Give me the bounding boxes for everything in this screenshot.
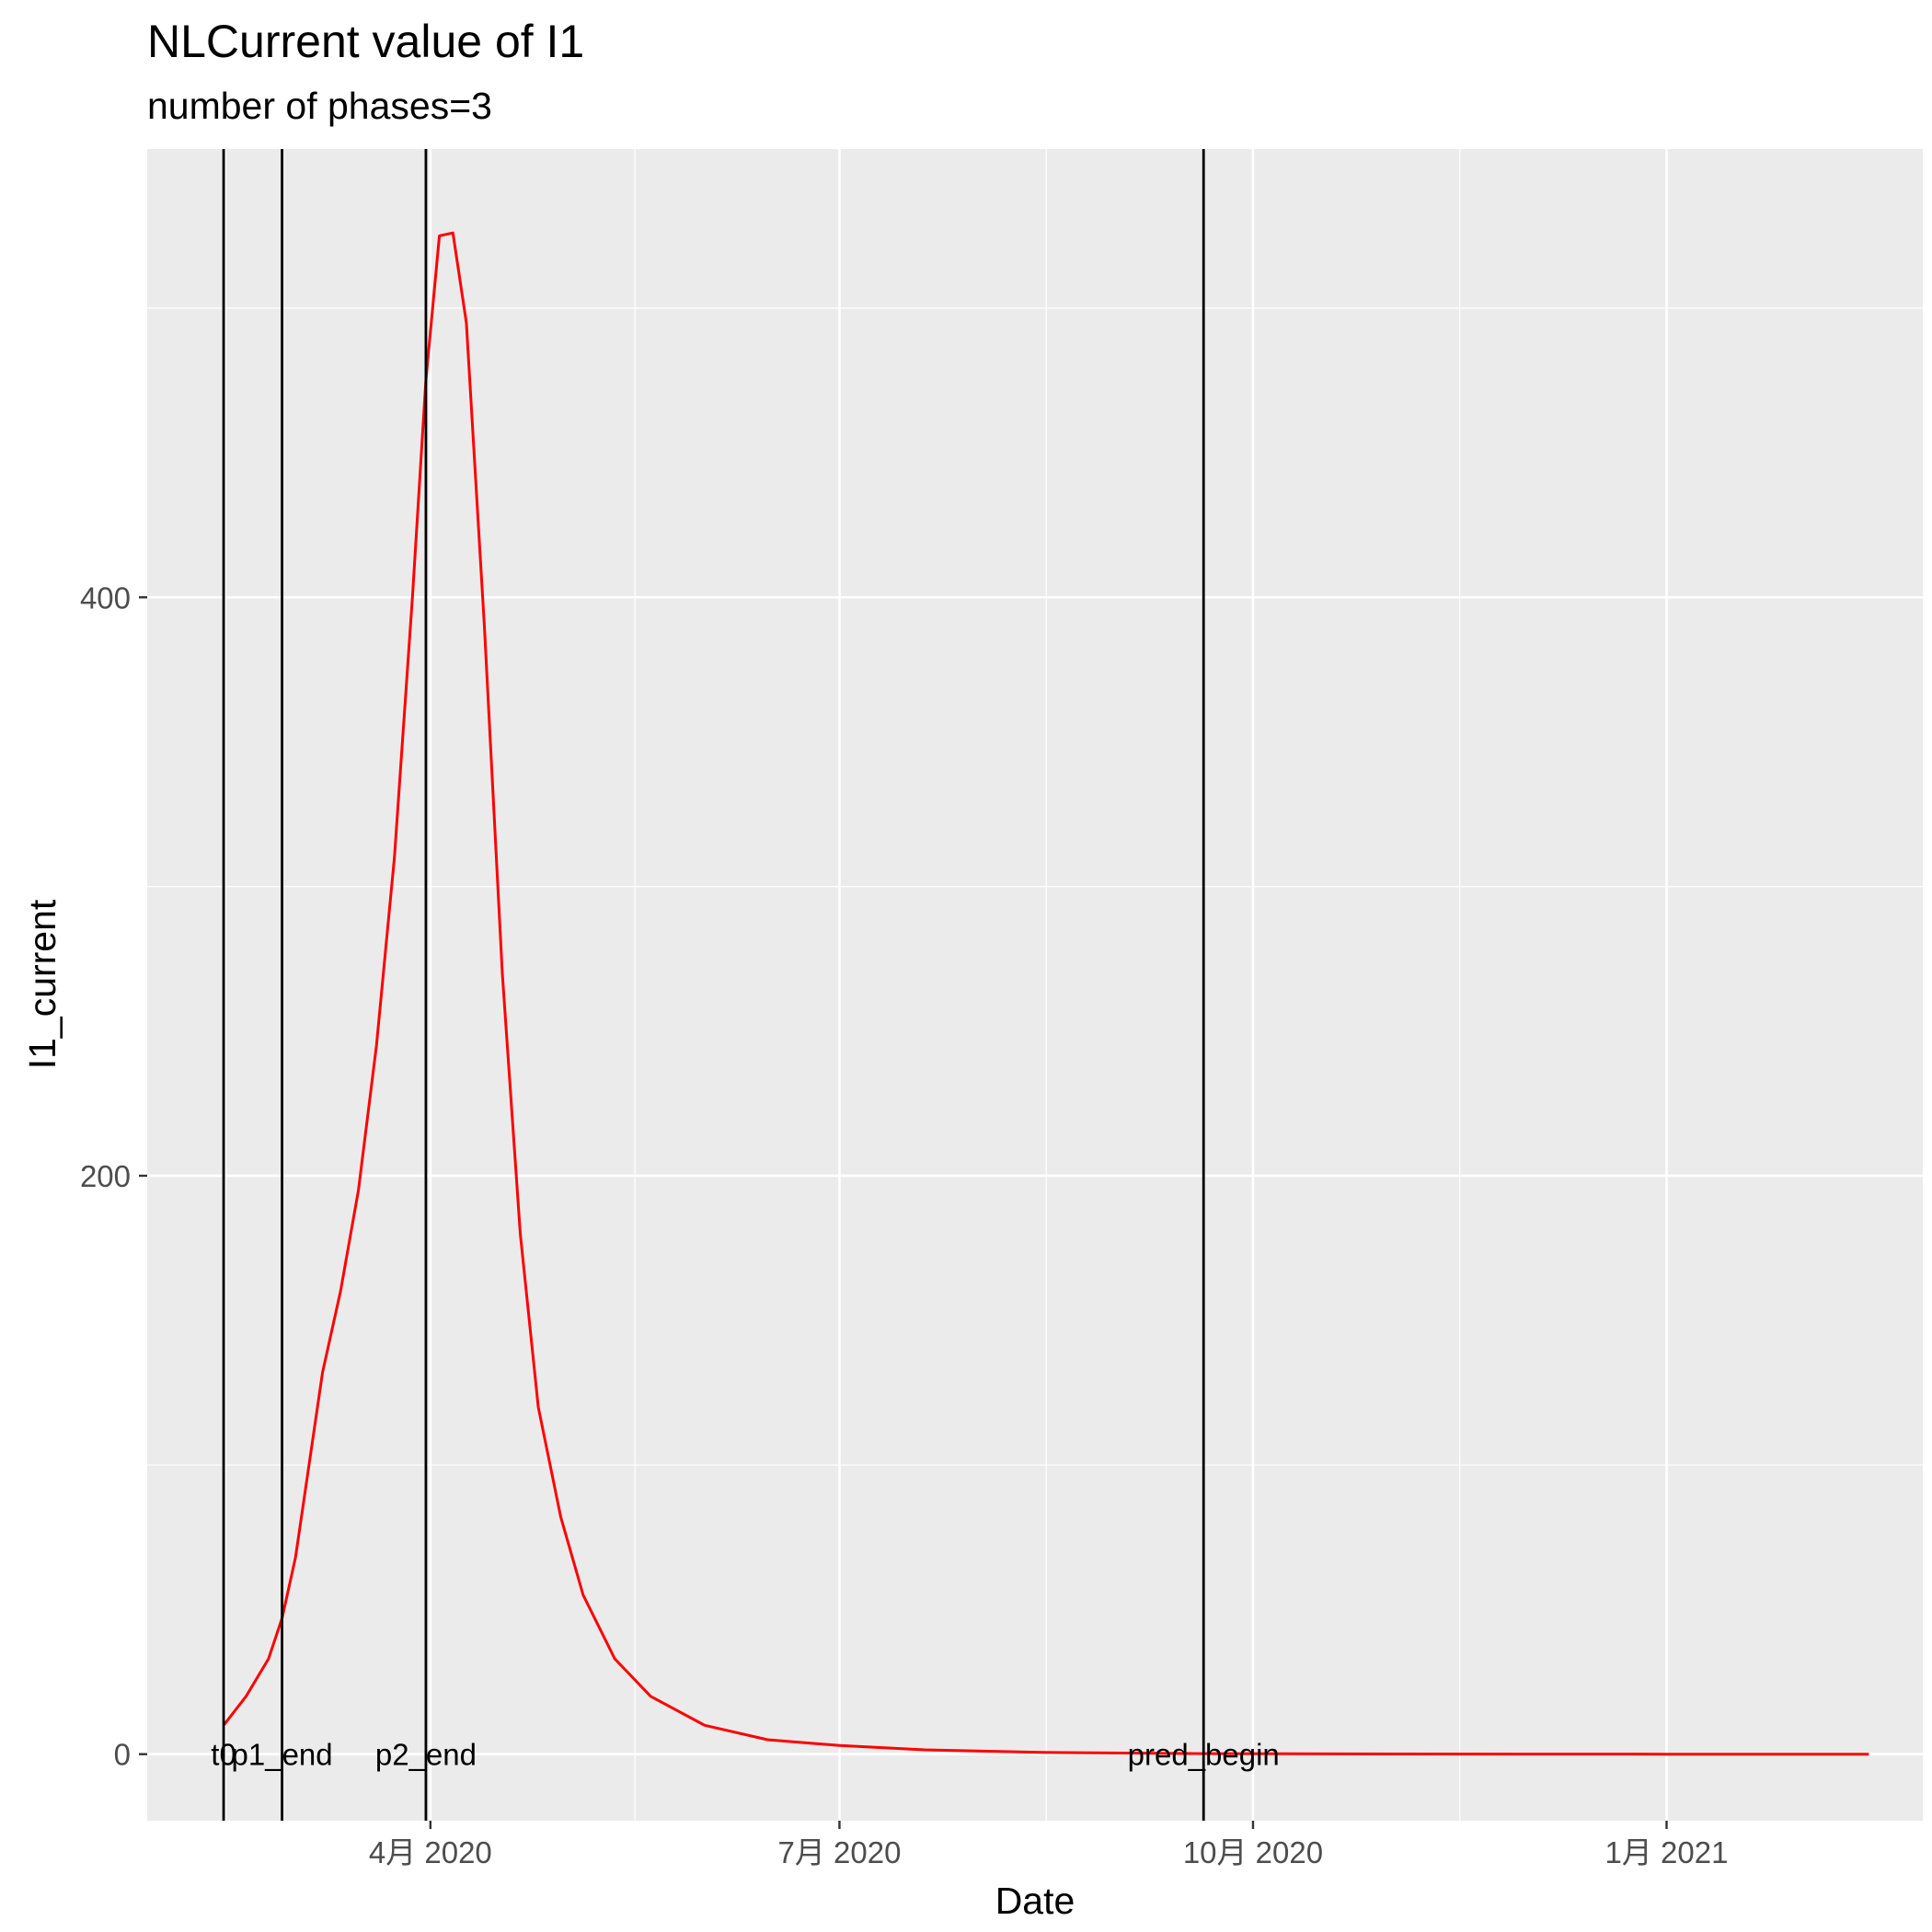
minor-gridlines [147, 149, 1923, 1821]
x-tick-label: 1月 2021 [1605, 1835, 1729, 1869]
phase-label: t0 [211, 1738, 236, 1772]
phase-label: p2_end [375, 1738, 477, 1772]
y-tick-label: 200 [80, 1159, 131, 1193]
series-line [222, 231, 1869, 1756]
y-tick-label: 0 [114, 1738, 131, 1772]
plot-panel [147, 149, 1923, 1821]
phase-label: pred_begin [1128, 1738, 1280, 1772]
chart-title: NLCurrent value of I1 [147, 16, 585, 67]
x-tick-label: 4月 2020 [369, 1835, 492, 1869]
chart-subtitle: number of phases=3 [147, 85, 492, 127]
x-axis: 4月 2020 7月 2020 10月 2020 1月 2021 [369, 1821, 1729, 1869]
phase-label: p1_end [232, 1738, 333, 1772]
y-tick-label: 400 [80, 581, 131, 615]
y-axis: 0 200 400 [80, 581, 147, 1772]
x-axis-title: Date [995, 1880, 1075, 1922]
x-tick-label: 10月 2020 [1183, 1835, 1323, 1869]
x-tick-label: 7月 2020 [777, 1835, 901, 1869]
series-layer [222, 231, 1869, 1756]
y-axis-title: I1_current [21, 899, 63, 1069]
phase-lines [222, 149, 1205, 1821]
